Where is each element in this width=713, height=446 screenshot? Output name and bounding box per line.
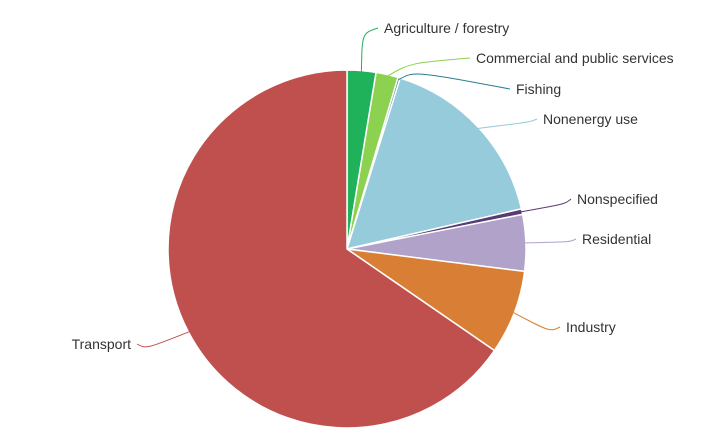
- slice-label-agriculture-forestry: Agriculture / forestry: [384, 20, 509, 36]
- leader-line-industry: [512, 311, 561, 331]
- leader-line-nonspecified: [520, 198, 572, 213]
- leader-line-residential: [523, 238, 577, 244]
- slice-labels: Agriculture / forestry Commercial and pub…: [72, 20, 674, 352]
- leader-line-commercial-and-public-services: [386, 57, 471, 77]
- slice-label-industry: Industry: [566, 319, 616, 335]
- leader-line-transport: [136, 330, 191, 348]
- pie-slices: [167, 69, 527, 429]
- slice-label-commercial-and-public-services: Commercial and public services: [476, 50, 674, 66]
- leader-line-nonenergy-use: [476, 118, 538, 130]
- slice-label-transport: Transport: [72, 336, 132, 352]
- slice-label-fishing: Fishing: [516, 81, 561, 97]
- slice-label-nonspecified: Nonspecified: [577, 191, 658, 207]
- slice-label-residential: Residential: [582, 231, 651, 247]
- slice-label-nonenergy-use: Nonenergy use: [543, 111, 638, 127]
- leader-line-fishing: [398, 73, 511, 90]
- leader-lines: [136, 27, 577, 348]
- leader-line-agriculture-forestry: [360, 27, 379, 73]
- slice-nonenergy-use[interactable]: [346, 77, 523, 250]
